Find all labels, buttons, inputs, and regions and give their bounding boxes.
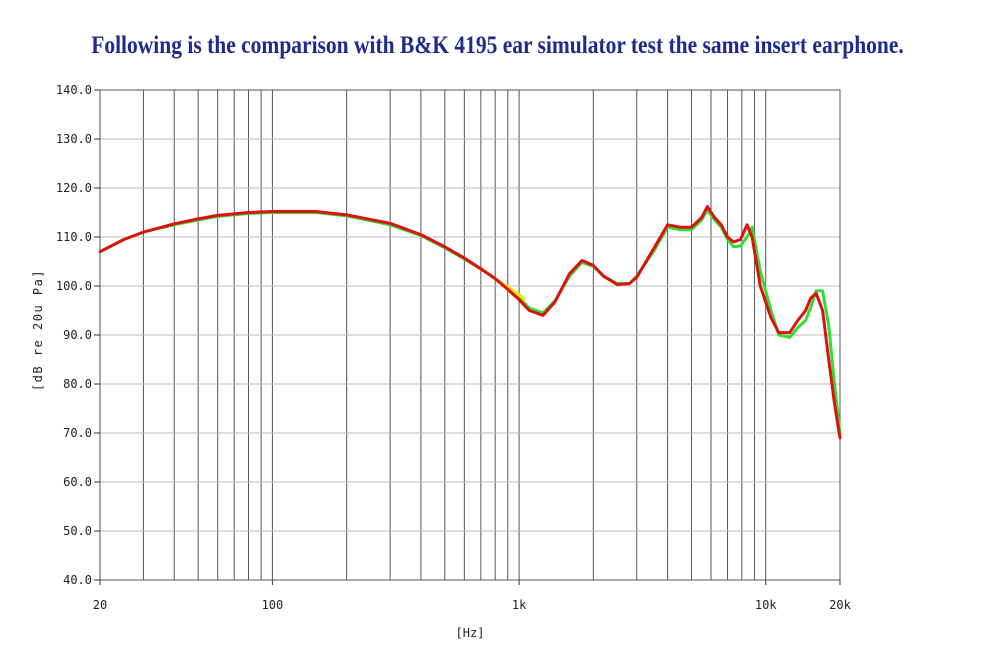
x-axis-label: [Hz] xyxy=(456,626,485,640)
x-axis: 20 100 1k 10k 20k xyxy=(93,580,852,612)
y-tick-label: 110.0 xyxy=(56,230,92,244)
x-tick-label: 100 xyxy=(262,598,284,612)
y-tick-label: 70.0 xyxy=(63,426,92,440)
x-tick-label: 20 xyxy=(93,598,107,612)
y-tick-label: 50.0 xyxy=(63,524,92,538)
y-tick-label: 90.0 xyxy=(63,328,92,342)
x-tick-label: 10k xyxy=(755,598,777,612)
y-tick-label: 130.0 xyxy=(56,132,92,146)
series-line-1 xyxy=(98,208,842,435)
y-tick-label: 100.0 xyxy=(56,279,92,293)
y-axis-label: [dB re 20u Pa] xyxy=(31,269,45,391)
y-tick-label: 60.0 xyxy=(63,475,92,489)
y-tick-label: 140.0 xyxy=(56,83,92,97)
series-layer xyxy=(98,205,842,440)
x-tick-label: 20k xyxy=(829,598,851,612)
series-line-3 xyxy=(98,205,842,440)
x-tick-label: 1k xyxy=(512,598,527,612)
grid-layer xyxy=(100,90,840,580)
y-tick-label: 40.0 xyxy=(63,573,92,587)
y-tick-label: 80.0 xyxy=(63,377,92,391)
y-axis: 40.0 50.0 60.0 70.0 80.0 90.0 100.0 110.0 120.0 1… xyxy=(56,83,100,587)
page-title: Following is the comparison with B&K 419… xyxy=(91,32,904,59)
y-tick-label: 120.0 xyxy=(56,181,92,195)
